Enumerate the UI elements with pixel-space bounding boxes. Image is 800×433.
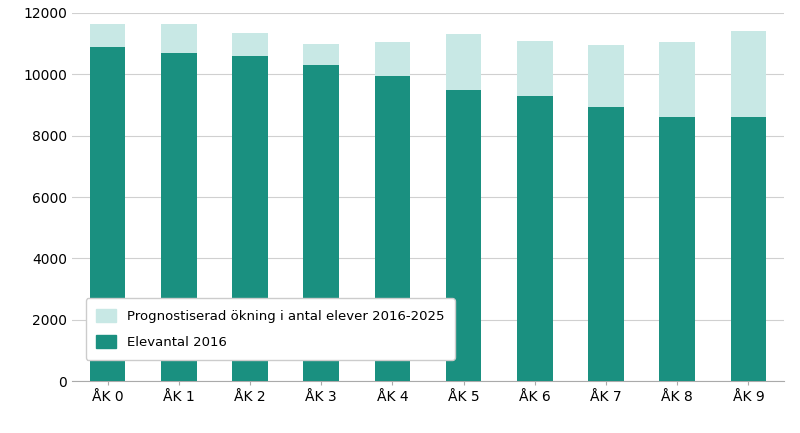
- Bar: [303, 65, 339, 381]
- Bar: [303, 371, 339, 381]
- Bar: [161, 372, 197, 381]
- Bar: [446, 372, 482, 381]
- Bar: [374, 372, 410, 381]
- Bar: [517, 96, 553, 381]
- Bar: [730, 117, 766, 381]
- Bar: [659, 117, 695, 381]
- Bar: [232, 33, 268, 56]
- Bar: [517, 41, 553, 96]
- Bar: [232, 56, 268, 381]
- Bar: [730, 32, 766, 117]
- Bar: [161, 24, 197, 53]
- Bar: [588, 372, 624, 381]
- Bar: [232, 372, 268, 381]
- Bar: [161, 53, 197, 381]
- Bar: [517, 372, 553, 381]
- Bar: [446, 90, 482, 381]
- Bar: [588, 45, 624, 107]
- Bar: [374, 42, 410, 76]
- Bar: [588, 107, 624, 381]
- Bar: [90, 24, 126, 47]
- Bar: [90, 47, 126, 381]
- Legend: Prognostiserad ökning i antal elever 2016-2025, Elevantal 2016: Prognostiserad ökning i antal elever 201…: [86, 298, 454, 360]
- Bar: [374, 76, 410, 381]
- Bar: [659, 42, 695, 117]
- Bar: [730, 373, 766, 381]
- Bar: [90, 372, 126, 381]
- Bar: [659, 373, 695, 381]
- Bar: [303, 44, 339, 65]
- Bar: [446, 35, 482, 90]
